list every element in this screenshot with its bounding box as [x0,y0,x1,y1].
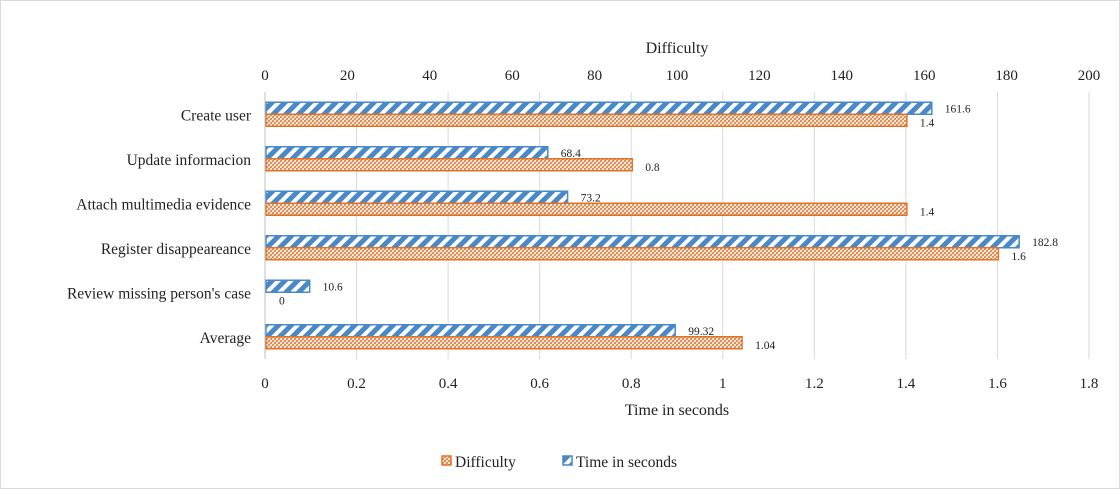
top-tick-label: 40 [422,68,437,84]
data-label-time: 68.4 [561,148,581,160]
data-label-difficulty: 0.8 [645,162,660,174]
top-tick-label: 60 [505,68,520,84]
category-label: Review missing person's case [67,285,251,302]
data-label-time: 73.2 [581,192,601,204]
top-tick-label: 20 [340,68,355,84]
bottom-tick-label: 1.4 [897,376,916,392]
bar-time-in-seconds [265,235,1020,249]
data-label-difficulty: 1.4 [920,206,935,218]
bar-time-in-seconds [265,101,933,115]
legend-label: Difficulty [455,454,516,471]
data-label-difficulty: 1.4 [920,117,935,129]
data-label-time: 182.8 [1032,237,1058,249]
bottom-tick-label: 1.8 [1080,376,1099,392]
gridlines [264,92,1090,359]
data-label-time: 161.6 [945,103,971,115]
data-label-difficulty: 1.04 [755,340,775,352]
category-label: Update informacion [127,152,252,169]
category-label: Average [200,330,251,347]
top-tick-label: 100 [666,68,689,84]
data-label-time: 99.32 [688,326,714,338]
data-labels: 161.6 1.4 68.4 0.8 73.2 1.4 182.8 1.6 10.6 0 99.32… [279,103,1058,352]
bar-time-in-seconds [265,324,676,338]
bottom-tick-label: 0 [261,376,269,392]
bar-difficulty [265,247,1000,261]
top-tick-label: 80 [587,68,602,84]
data-label-time: 10.6 [323,281,343,293]
bottom-tick-label: 1 [719,376,727,392]
top-tick-label: 120 [748,68,771,84]
legend-swatch [562,455,573,466]
bottom-tick-label: 1.6 [988,376,1007,392]
top-tick-label: 200 [1078,68,1101,84]
bottom-tick-label: 1.2 [805,376,824,392]
top-tick-label: 180 [995,68,1018,84]
bar-difficulty [265,336,743,350]
legend-swatch [441,455,452,466]
bottom-tick-label: 0.2 [347,376,366,392]
legend-label: Time in seconds [576,454,677,471]
top-tick-label: 0 [261,68,269,84]
data-label-difficulty: 1.6 [1011,251,1026,263]
top-tick-label: 140 [831,68,854,84]
bar-time-in-seconds [265,146,549,160]
category-label: Create user [181,107,252,124]
bottom-axis-title: Time in seconds [625,402,729,419]
top-axis-title: Difficulty [646,40,709,57]
bars [265,101,1020,350]
category-label: Register disappeareance [101,241,251,258]
bottom-tick-label: 0.6 [530,376,549,392]
bar-difficulty [265,202,908,216]
bar-time-in-seconds [265,190,569,204]
bar-difficulty [265,113,908,127]
category-label: Attach multimedia evidence [76,196,251,213]
data-label-difficulty: 0 [279,295,285,307]
bottom-tick-label: 0.4 [439,376,458,392]
top-tick-label: 160 [913,68,936,84]
bar-difficulty [265,158,633,172]
bar-time-in-seconds [265,279,311,293]
legend: Difficulty Time in seconds [441,454,677,471]
axes: Difficulty Time in seconds 0 0.2 0.4 0.6 0.8… [67,40,1100,419]
bottom-tick-label: 0.8 [622,376,641,392]
